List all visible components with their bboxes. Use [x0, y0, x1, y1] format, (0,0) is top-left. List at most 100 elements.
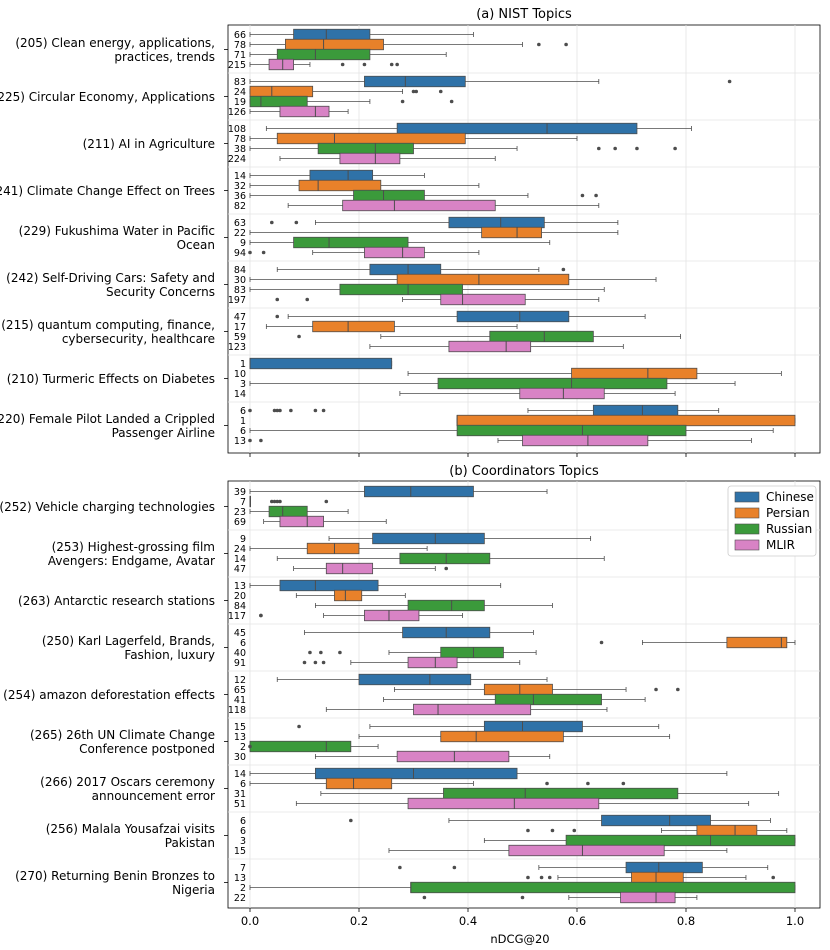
box-body — [443, 787, 679, 800]
sample-count: 12 — [234, 675, 246, 686]
legend: Chinese Persian Russian MLIR — [727, 485, 817, 557]
outlier-point — [248, 250, 252, 255]
sample-count: 13 — [234, 873, 246, 884]
box-body — [620, 891, 676, 904]
outlier-point — [272, 499, 277, 504]
sample-count: 38 — [234, 144, 246, 155]
box-body — [309, 169, 374, 182]
outlier-point — [547, 875, 552, 880]
outlier-point — [278, 408, 282, 413]
outlier-point — [572, 828, 577, 833]
outlier-point — [270, 220, 274, 225]
topic-group: (263) Antarctic research stations 1320841… — [18, 579, 820, 625]
sample-count: 23 — [234, 507, 246, 518]
topic-label: (256) Malala Yousafzai visits — [46, 822, 215, 836]
sample-count: 71 — [234, 50, 246, 61]
box-mlir: 22 — [234, 891, 698, 904]
topic-group: (242) Self-Driving Cars: Safety andSecur… — [6, 263, 820, 309]
legend-frame — [727, 485, 817, 557]
outlier-point — [278, 499, 282, 504]
outlier-point — [452, 865, 457, 870]
box-mlir: 126 — [228, 105, 349, 118]
box-russian: 14 — [234, 552, 605, 565]
outlier-point — [550, 828, 555, 833]
panel-coordinators-topics: (b) Coordinators Topics (252) Vehicle cha… — [0, 464, 821, 912]
legend-swatch — [734, 507, 760, 519]
x-tick-label: 0.4 — [459, 914, 477, 928]
box-body — [483, 720, 583, 733]
topic-label: (211) AI in Agriculture — [83, 137, 215, 151]
box-body — [353, 189, 425, 202]
sample-count: 117 — [228, 611, 246, 622]
box-chinese: 47 — [234, 310, 646, 323]
topic-label: (253) Highest-grossing film — [52, 540, 215, 554]
box-russian: 3 — [240, 834, 796, 847]
box-body — [396, 122, 638, 135]
box-body — [440, 730, 564, 743]
outlier-point — [297, 334, 301, 339]
box-body — [592, 404, 679, 417]
sample-count: 78 — [234, 40, 246, 51]
x-tick-label: 0.6 — [568, 914, 586, 928]
box-body — [339, 283, 463, 296]
outlier-point — [520, 895, 525, 900]
x-axis-label: nDCG@20 — [490, 932, 549, 946]
sample-count: 224 — [228, 154, 246, 165]
sample-count: 39 — [234, 487, 246, 498]
topic-label: (225) Circular Economy, Applications — [0, 90, 215, 104]
box-body — [285, 38, 384, 51]
outlier-point — [599, 640, 604, 645]
outlier-point — [349, 818, 353, 823]
sample-count: 2 — [240, 883, 246, 894]
topic-group: (220) Female Pilot Landed a CrippledPass… — [0, 404, 796, 447]
box-mlir: 123 — [228, 340, 624, 353]
sample-count: 6 — [240, 406, 246, 417]
topic-label: (266) 2017 Oscars ceremony — [40, 775, 215, 789]
box-body — [279, 515, 324, 528]
sample-count: 1 — [240, 416, 246, 427]
box-body — [276, 48, 371, 61]
box-body — [317, 142, 414, 155]
outlier-point — [539, 875, 544, 880]
outlier-point — [275, 297, 280, 302]
topic-group: (241) Climate Change Effect on Trees 1432… — [0, 169, 820, 215]
box-body — [483, 683, 553, 696]
topic-label: (220) Female Pilot Landed a Crippled — [0, 412, 215, 426]
box-body — [601, 814, 711, 827]
outlier-point — [635, 146, 639, 151]
box-russian: 2 — [240, 740, 379, 753]
box-mlir: 13 — [234, 434, 752, 447]
box-body — [407, 656, 458, 669]
box-body — [696, 824, 758, 837]
outlier-point — [248, 438, 252, 443]
x-tick-label: 1.0 — [786, 914, 804, 928]
outlier-point — [398, 865, 402, 870]
outlier-point — [621, 781, 626, 786]
box-body — [358, 673, 472, 686]
box-persian: 7 — [240, 495, 329, 508]
sample-count: 13 — [234, 436, 246, 447]
box-russian: 9 — [240, 236, 551, 249]
sample-count: 10 — [234, 369, 246, 380]
box-body — [396, 750, 510, 763]
outlier-point — [580, 193, 585, 198]
outlier-point — [248, 408, 252, 413]
box-body — [494, 693, 602, 706]
outlier-point — [289, 408, 293, 413]
outlier-point — [275, 314, 280, 319]
topic-label: cybersecurity, healthcare — [62, 332, 215, 346]
x-tick-label: 0.2 — [350, 914, 368, 928]
sample-count: 17 — [234, 322, 246, 333]
box-russian: 19 — [234, 95, 454, 108]
box-persian: 13 — [234, 730, 671, 743]
legend-swatch — [734, 539, 760, 551]
box-chinese: 108 — [228, 122, 692, 135]
sample-count: 66 — [234, 30, 246, 41]
box-russian: 2 — [240, 881, 796, 894]
box-body — [726, 636, 788, 649]
box-body — [407, 797, 600, 810]
box-chinese: 6 — [240, 814, 771, 827]
sample-count: 69 — [234, 517, 246, 528]
